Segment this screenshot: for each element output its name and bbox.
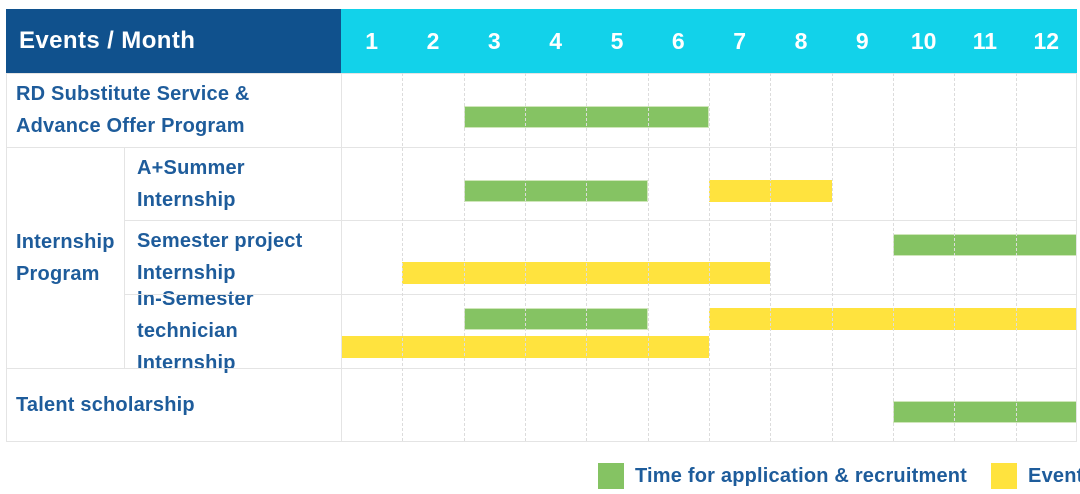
- legend: Time for application & recruitment Events: [598, 462, 1080, 490]
- row-label: A+Summer Internship: [137, 156, 245, 211]
- legend-swatch-application-icon: [598, 463, 624, 489]
- month-header-cell: 5: [610, 27, 624, 54]
- month-gridline: [954, 73, 956, 441]
- gantt-bar-application: [893, 234, 1077, 256]
- legend-label: Events: [1028, 464, 1080, 487]
- row-separator-line: [6, 147, 1077, 148]
- month-gridline: [647, 73, 649, 441]
- month-header-cell: 4: [549, 27, 563, 54]
- group-divider-line: [124, 147, 125, 368]
- legend-item-application: Time for application & recruitment: [598, 463, 967, 489]
- month-gridline: [586, 73, 588, 441]
- row-label: RD Substitute Service & Advance Offer Pr…: [16, 83, 250, 137]
- month-header-cell: 11: [972, 27, 998, 54]
- gantt-bar-application: [463, 308, 648, 330]
- month-header-cell: 3: [487, 27, 501, 54]
- month-gridline: [893, 73, 894, 441]
- gantt-bar-application: [463, 180, 648, 202]
- month-gridline: [463, 73, 465, 441]
- month-header-cell: 6: [671, 27, 685, 54]
- legend-item-events: Events: [991, 463, 1080, 489]
- month-header-cell: 2: [426, 27, 440, 54]
- month-header-cell: 9: [855, 27, 869, 54]
- row-label: Talent scholarship: [16, 393, 195, 416]
- row-label: In-Semester technician Internship: [137, 288, 254, 374]
- table-left-border: [6, 73, 7, 441]
- month-header-cell: 10: [910, 27, 937, 54]
- month-header-cell: 8: [794, 27, 808, 54]
- month-gridline: [770, 73, 772, 441]
- table-bottom-border: [6, 441, 1077, 442]
- month-gridline: [1015, 73, 1017, 441]
- legend-swatch-events-icon: [991, 463, 1018, 489]
- month-header-row: 1 2 3 4 5 6 7 8 9 10 11 12: [341, 9, 1077, 73]
- label-chart-divider: [341, 73, 342, 441]
- table-header-events-month: Events / Month: [6, 9, 341, 73]
- month-header-cell: 1: [365, 27, 379, 54]
- month-gridline: [402, 73, 404, 441]
- row-label: Semester project Internship: [137, 230, 303, 284]
- legend-label: Time for application & recruitment: [635, 464, 968, 487]
- month-gridline: [525, 73, 526, 441]
- gantt-bar-application: [893, 401, 1077, 423]
- month-gridline: [831, 73, 833, 441]
- month-header-cell: 7: [733, 27, 747, 54]
- month-header-cell: 12: [1033, 27, 1060, 54]
- row-separator-line: [124, 294, 1077, 295]
- month-gridline: [709, 73, 710, 441]
- row-separator-line: [6, 368, 1077, 369]
- row-separator-line: [6, 73, 1077, 74]
- row-separator-line: [124, 220, 1077, 221]
- table-right-border: [1076, 73, 1077, 441]
- schedule-table: Events / Month 1 2 3 4 5 6 7 8 9 10 11 12 RD Substitu…: [6, 9, 1077, 442]
- row-group-label: Internship Program: [16, 230, 115, 285]
